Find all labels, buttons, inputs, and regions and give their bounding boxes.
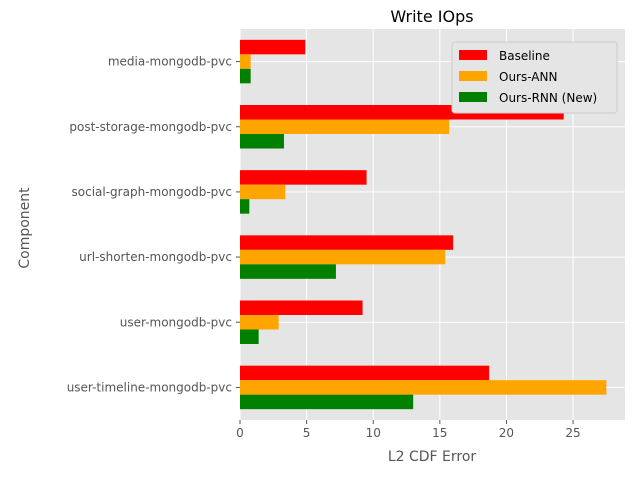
bar-ours-rnn-new [240,199,250,214]
chart-title: Write IOps [390,7,473,26]
y-tick-label: post-storage-mongodb-pvc [69,120,232,134]
legend: Baseline Ours-ANN Ours-RNN (New) [451,41,618,114]
x-tick-label: 20 [499,426,514,440]
y-axis-label: Component [17,187,33,269]
bar-ours-ann [240,184,286,200]
legend-label: Ours-ANN [499,70,557,84]
x-tick-label: 5 [303,426,311,440]
bar-ours-rnn-new [240,264,336,279]
bar-ours-rnn-new [240,68,251,84]
bar-baseline [240,39,306,55]
bar-ours-ann [240,380,607,395]
x-tick-label: 25 [565,426,580,440]
y-tick-label: user-timeline-mongodb-pvc [67,380,232,394]
bar-baseline [240,365,490,381]
y-axis-ticks: media-mongodb-pvc post-storage-mongodb-pv… [67,55,240,394]
x-axis-label: L2 CDF Error [388,449,477,465]
y-tick-label: url-shorten-mongodb-pvc [79,250,232,264]
bar-baseline [240,235,454,250]
y-tick-label: media-mongodb-pvc [108,55,232,69]
bar-baseline [240,300,363,315]
bar-baseline [240,170,367,185]
bar-ours-rnn-new [240,134,284,149]
legend-label: Baseline [499,49,550,63]
x-tick-label: 15 [432,426,447,440]
x-tick-label: 10 [366,426,381,440]
y-tick-label: social-graph-mongodb-pvc [72,185,232,199]
legend-swatch [459,50,487,60]
bar-ours-rnn-new [240,329,259,344]
bar-ours-rnn-new [240,394,414,410]
x-tick-label: 0 [236,426,244,440]
bar-ours-ann [240,54,251,69]
legend-swatch [459,71,487,81]
bar-ours-ann [240,249,446,265]
bar-ours-ann [240,315,279,330]
legend-box [451,41,618,114]
bar-ours-ann [240,119,450,134]
legend-swatch [459,92,487,102]
x-axis-ticks: 0 5 10 15 20 25 [236,420,581,440]
legend-label: Ours-RNN (New) [499,91,597,105]
y-tick-label: user-mongodb-pvc [120,315,232,329]
